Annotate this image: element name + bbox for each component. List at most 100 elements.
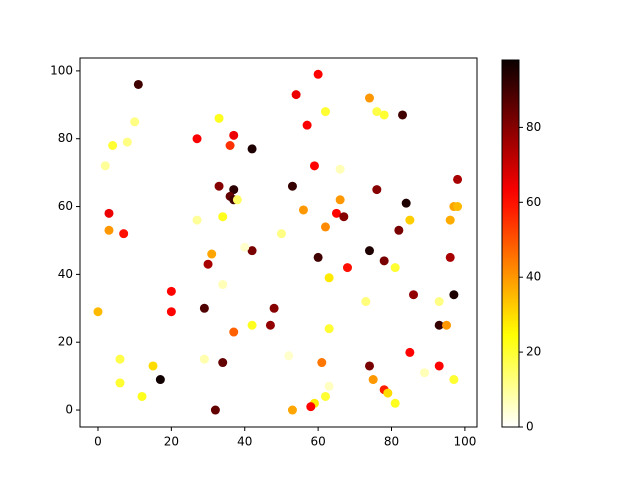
colorbar-tick-label: 20	[526, 345, 541, 359]
scatter-point	[379, 256, 389, 266]
scatter-point	[320, 222, 330, 232]
scatter-point	[137, 391, 147, 401]
scatter-point	[361, 297, 371, 307]
scatter-point	[405, 347, 415, 357]
y-tick-label: 100	[50, 63, 73, 77]
scatter-point	[166, 286, 176, 296]
scatter-point	[148, 361, 158, 371]
scatter-point	[434, 297, 444, 307]
scatter-point	[335, 195, 345, 205]
scatter-point	[339, 212, 349, 222]
y-tick-label: 60	[58, 199, 73, 213]
scatter-point	[335, 164, 345, 174]
scatter-point	[398, 110, 408, 120]
scatter-point	[265, 320, 275, 330]
colorbar-tick-label: 40	[526, 270, 541, 284]
scatter-point	[122, 137, 132, 147]
scatter-point	[453, 202, 463, 212]
scatter-point	[320, 391, 330, 401]
scatter-point	[409, 290, 419, 300]
scatter-point	[247, 144, 257, 154]
scatter-point	[298, 205, 308, 215]
scatter-point	[379, 110, 389, 120]
scatter-point	[342, 263, 352, 273]
y-tick-label: 20	[58, 335, 73, 349]
colorbar-tick-label: 60	[526, 195, 541, 209]
scatter-point	[199, 354, 209, 364]
scatter-point	[364, 246, 374, 256]
scatter-point	[442, 320, 452, 330]
scatter-point	[331, 208, 341, 218]
scatter-point	[434, 361, 444, 371]
scatter-point	[372, 107, 382, 117]
y-tick-label: 80	[58, 131, 73, 145]
scatter-point	[100, 161, 110, 171]
x-tick-label: 0	[94, 435, 102, 449]
scatter-point	[229, 185, 239, 195]
scatter-point	[390, 398, 400, 408]
colorbar-tick-label: 0	[526, 420, 534, 434]
scatter-point	[108, 141, 118, 151]
scatter-point	[155, 375, 165, 385]
scatter-point	[232, 195, 242, 205]
scatter-point	[449, 290, 459, 300]
scatter-point	[207, 249, 217, 259]
scatter-point	[394, 225, 404, 235]
scatter-point	[291, 90, 301, 100]
scatter-point	[284, 351, 294, 361]
scatter-point	[383, 388, 393, 398]
scatter-point	[453, 174, 463, 184]
scatter-point	[313, 69, 323, 79]
scatter-point	[247, 320, 257, 330]
scatter-point	[401, 198, 411, 208]
scatter-point	[287, 181, 297, 191]
scatter-point	[115, 378, 125, 388]
scatter-point	[247, 246, 257, 256]
scatter-point	[130, 117, 140, 127]
scatter-point	[225, 141, 235, 151]
scatter-point	[218, 280, 228, 290]
colorbar-tick-label: 80	[526, 120, 541, 134]
scatter-point	[229, 130, 239, 140]
scatter-point	[210, 405, 220, 415]
scatter-point	[119, 229, 129, 239]
colorbar	[501, 59, 520, 428]
scatter-point	[434, 320, 444, 330]
scatter-point	[133, 79, 143, 89]
x-tick-label: 100	[453, 435, 476, 449]
scatter-point	[269, 303, 279, 313]
scatter-point	[166, 307, 176, 317]
scatter-point	[192, 215, 202, 225]
scatter-point	[309, 161, 319, 171]
scatter-point	[199, 303, 209, 313]
scatter-point	[324, 273, 334, 283]
scatter-point	[302, 120, 312, 130]
scatter-point	[372, 185, 382, 195]
scatter-point	[445, 252, 455, 262]
scatter-point	[240, 242, 250, 252]
scatter-point	[390, 263, 400, 273]
scatter-point	[218, 212, 228, 222]
scatter-point	[104, 208, 114, 218]
scatter-point	[324, 381, 334, 391]
scatter-point	[218, 358, 228, 368]
scatter-point	[287, 405, 297, 415]
scatter-point	[324, 324, 334, 334]
scatter-point	[364, 93, 374, 103]
scatter-point	[93, 307, 103, 317]
scatter-point	[306, 402, 316, 412]
x-tick-label: 40	[237, 435, 252, 449]
scatter-point	[276, 229, 286, 239]
y-tick-label: 0	[65, 403, 73, 417]
scatter-point	[445, 215, 455, 225]
scatter-point	[229, 327, 239, 337]
scatter-point	[104, 225, 114, 235]
scatter-point	[115, 354, 125, 364]
scatter-point	[320, 107, 330, 117]
scatter-point	[214, 113, 224, 123]
scatter-point	[192, 134, 202, 144]
x-tick-label: 60	[310, 435, 325, 449]
x-tick-label: 80	[384, 435, 399, 449]
scatter-point	[420, 368, 430, 378]
axes-frame	[79, 57, 478, 428]
